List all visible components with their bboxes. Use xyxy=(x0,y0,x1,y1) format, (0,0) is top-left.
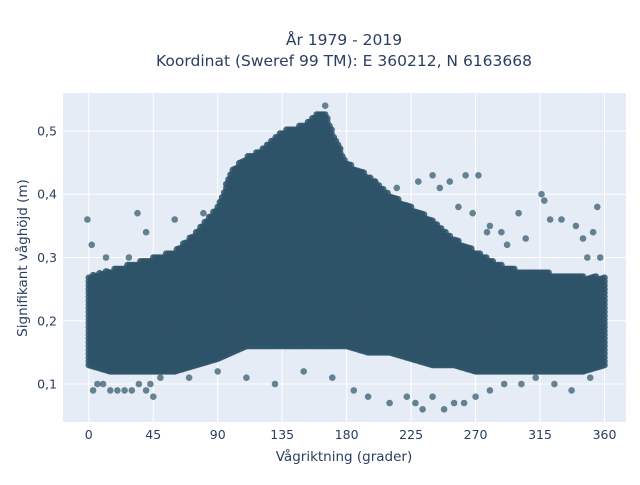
data-point xyxy=(324,115,331,122)
data-point xyxy=(328,126,335,133)
